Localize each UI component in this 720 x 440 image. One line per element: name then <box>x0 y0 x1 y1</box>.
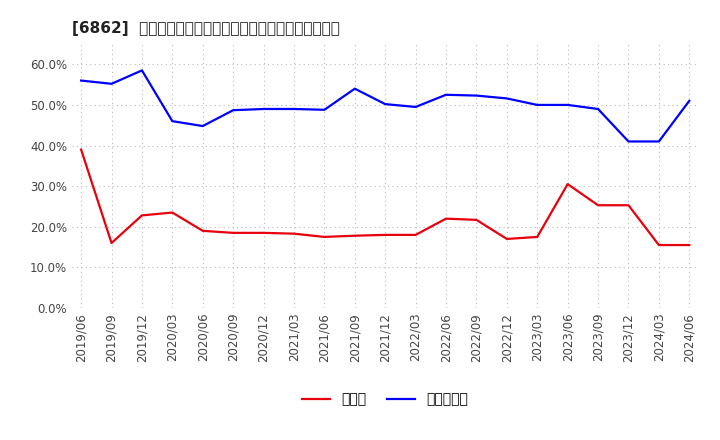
現預金 <box>381 232 390 238</box>
有利子負債 <box>381 102 390 107</box>
現預金 <box>594 202 603 208</box>
Line: 現預金: 現預金 <box>81 150 689 245</box>
現預金 <box>259 230 268 235</box>
有利子負債 <box>533 102 541 107</box>
有利子負債 <box>259 106 268 112</box>
有利子負債 <box>654 139 663 144</box>
有利子負債 <box>138 68 146 73</box>
有利子負債 <box>594 106 603 112</box>
現預金 <box>654 242 663 248</box>
有利子負債 <box>685 98 693 103</box>
Line: 有利子負債: 有利子負債 <box>81 70 689 142</box>
有利子負債 <box>503 96 511 101</box>
現預金 <box>289 231 298 236</box>
有利子負債 <box>563 102 572 107</box>
現預金 <box>168 210 176 215</box>
現預金 <box>563 181 572 187</box>
現預金 <box>472 217 481 223</box>
有利子負債 <box>168 118 176 124</box>
現預金 <box>685 242 693 248</box>
現預金 <box>441 216 450 221</box>
現預金 <box>533 234 541 239</box>
有利子負債 <box>624 139 633 144</box>
現預金 <box>138 213 146 218</box>
有利子負債 <box>441 92 450 97</box>
現預金 <box>320 234 329 239</box>
現預金 <box>77 147 86 152</box>
有利子負債 <box>351 86 359 92</box>
現預金 <box>411 232 420 238</box>
有利子負債 <box>229 107 238 113</box>
有利子負債 <box>289 106 298 112</box>
有利子負債 <box>107 81 116 86</box>
有利子負債 <box>472 93 481 98</box>
現預金 <box>624 202 633 208</box>
現預金 <box>503 236 511 242</box>
有利子負債 <box>320 107 329 113</box>
有利子負債 <box>411 104 420 110</box>
現預金 <box>229 230 238 235</box>
Text: [6862]  現預金、有利子負債の総資産に対する比率の推移: [6862] 現預金、有利子負債の総資産に対する比率の推移 <box>72 21 340 36</box>
現預金 <box>107 240 116 246</box>
現預金 <box>199 228 207 234</box>
有利子負債 <box>77 78 86 83</box>
有利子負債 <box>199 123 207 128</box>
Legend: 現預金, 有利子負債: 現預金, 有利子負債 <box>297 387 474 412</box>
現預金 <box>351 233 359 238</box>
